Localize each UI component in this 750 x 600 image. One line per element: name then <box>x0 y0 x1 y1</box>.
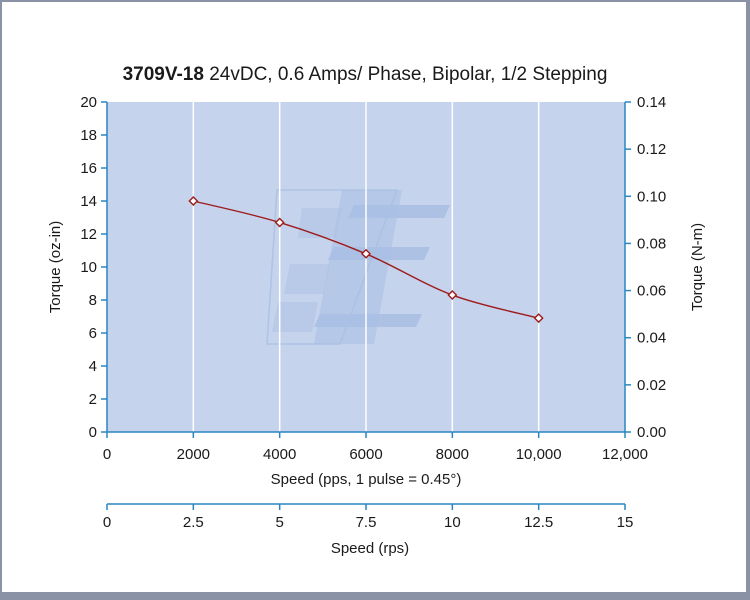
watermark-panel <box>272 302 318 332</box>
y-tick-label: 2 <box>89 391 97 408</box>
y-tick-label: 14 <box>80 193 97 210</box>
y2-tick-label: 0.14 <box>637 94 666 111</box>
watermark-logo <box>266 189 450 345</box>
x-axis-label: Speed (pps, 1 pulse = 0.45°) <box>271 471 462 488</box>
y2-tick-label: 0.12 <box>637 141 666 158</box>
y2-tick-label: 0.00 <box>637 424 666 441</box>
x-tick-label: 6000 <box>349 446 382 463</box>
chart-title-model: 3709V-18 <box>123 64 204 85</box>
y-tick-label: 8 <box>89 292 97 309</box>
chart-title: 3709V-18 24vDC, 0.6 Amps/ Phase, Bipolar… <box>123 64 608 85</box>
x2-axis-label: Speed (rps) <box>331 540 409 557</box>
y2-axis-label: Torque (N-m) <box>689 223 706 311</box>
watermark-panel <box>284 264 330 294</box>
watermark-bar <box>314 190 402 344</box>
x2-tick-label: 10 <box>444 514 461 531</box>
y2-tick-label: 0.10 <box>637 188 666 205</box>
x-tick-label: 10,000 <box>516 446 562 463</box>
y2-tick-label: 0.04 <box>637 330 666 347</box>
y-tick-label: 10 <box>80 259 97 276</box>
y-tick-label: 18 <box>80 127 97 144</box>
y2-tick-label: 0.02 <box>637 377 666 394</box>
x-tick-label: 2000 <box>177 446 210 463</box>
data-point <box>533 313 544 324</box>
y-tick-label: 16 <box>80 160 97 177</box>
x-tick-label: 0 <box>103 446 111 463</box>
watermark-panel <box>298 208 342 238</box>
tick-labels: 0 2 4 6 8 10 12 14 16 18 20 0.00 0.02 0.04 0.06 0.08 0.1… <box>80 94 666 531</box>
watermark-stripe <box>348 205 450 218</box>
x2-tick-label: 0 <box>103 514 111 531</box>
grid-lines <box>192 102 540 432</box>
y-tick-label: 4 <box>89 358 97 375</box>
x2-tick-label: 2.5 <box>183 514 204 531</box>
x2-tick-label: 15 <box>617 514 634 531</box>
y-tick-label: 0 <box>89 424 97 441</box>
y-tick-label: 20 <box>80 94 97 111</box>
x2-tick-label: 7.5 <box>356 514 377 531</box>
y-axis-label: Torque (oz-in) <box>47 221 64 314</box>
data-point <box>447 290 458 301</box>
watermark-outline <box>266 189 399 345</box>
watermark-stripe <box>328 247 430 260</box>
y-tick-label: 6 <box>89 325 97 342</box>
chart-frame: 3709V-18 24vDC, 0.6 Amps/ Phase, Bipolar… <box>2 2 746 592</box>
x2-tick-label: 12.5 <box>524 514 553 531</box>
x-tick-label: 12,000 <box>602 446 648 463</box>
x-tick-label: 8000 <box>436 446 469 463</box>
y2-tick-label: 0.08 <box>637 235 666 252</box>
chart-title-spec: 24vDC, 0.6 Amps/ Phase, Bipolar, 1/2 Ste… <box>204 64 607 85</box>
data-point <box>274 217 285 228</box>
y-tick-label: 12 <box>80 226 97 243</box>
x-tick-label: 4000 <box>263 446 296 463</box>
axes <box>101 101 631 510</box>
watermark-stripe <box>314 314 422 327</box>
y2-tick-label: 0.06 <box>637 283 666 300</box>
data-series <box>188 196 544 324</box>
data-point <box>361 248 371 259</box>
x2-tick-label: 5 <box>275 514 283 531</box>
data-point <box>188 196 199 206</box>
